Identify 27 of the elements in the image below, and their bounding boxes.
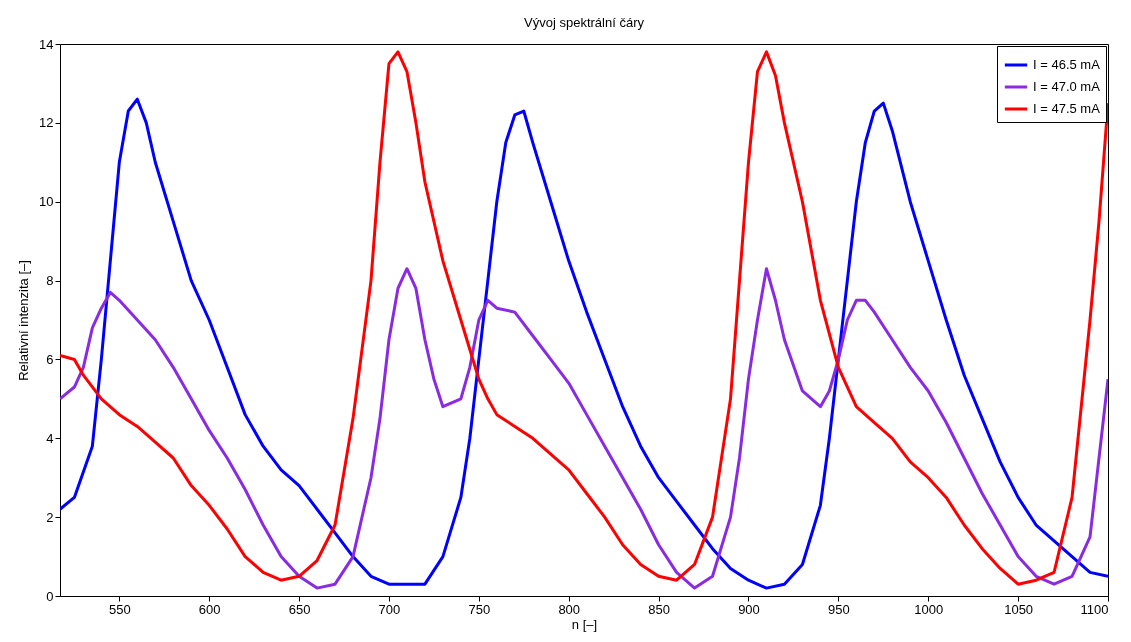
y-tick-label: 12 [39, 115, 54, 131]
x-tick-label: 1050 [1004, 601, 1034, 617]
legend-label: I = 47.0 mA [1033, 79, 1101, 94]
y-axis-title: Relativní intenzita [–] [16, 260, 32, 381]
y-tick-label: 6 [46, 351, 54, 367]
x-tick-label: 900 [738, 601, 760, 617]
x-tick-label: 600 [198, 601, 221, 617]
y-tick-label: 2 [46, 509, 54, 525]
y-tick-label: 14 [39, 36, 54, 52]
line-series [60, 267, 1108, 590]
legend-label: I = 47.5 mA [1033, 101, 1101, 116]
x-tick-label: 800 [558, 601, 581, 617]
x-tick-label: 700 [378, 601, 401, 617]
legend-label: I = 46.5 mA [1033, 57, 1101, 72]
y-tick-label: 4 [46, 430, 54, 446]
chart-title: Vývoj spektrální čáry [524, 15, 645, 30]
y-tick-label: 10 [39, 194, 54, 210]
x-tick-label: 950 [828, 601, 850, 617]
x-tick-label: 1000 [914, 601, 944, 617]
x-tick-label: 850 [648, 601, 670, 617]
x-tick-label: 750 [468, 601, 491, 617]
y-tick-label: 8 [46, 273, 54, 289]
x-tick-label: 650 [288, 601, 311, 617]
x-axis-title: n [–] [571, 616, 598, 632]
y-tick-label: 0 [46, 588, 54, 604]
x-tick-label: 550 [108, 601, 131, 617]
x-tick-label: 1100 [1080, 601, 1109, 617]
